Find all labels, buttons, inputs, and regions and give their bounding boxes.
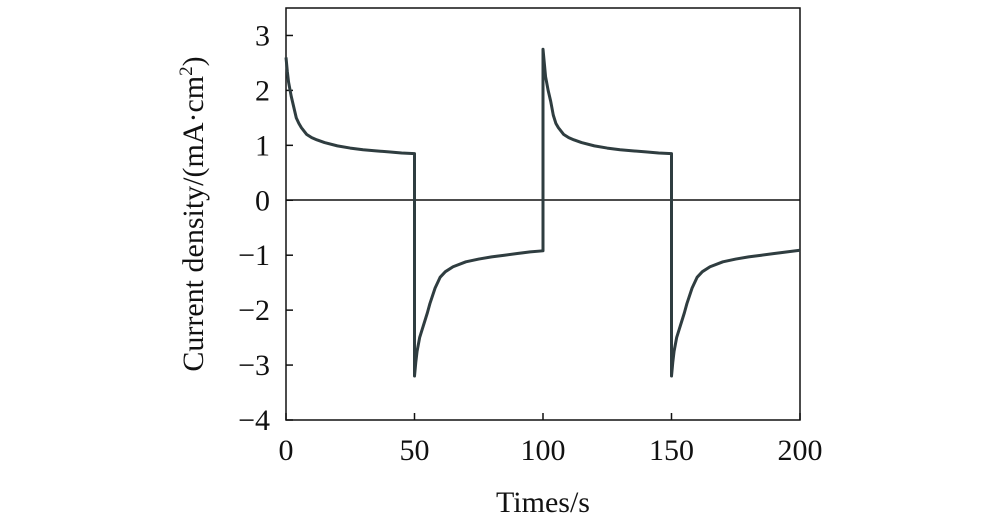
y-tick-label: −1 [238,239,270,272]
series-group [284,47,801,378]
x-tick-label: 200 [778,434,823,467]
y-axis-label: Current density/(mA·cm2) [176,56,210,371]
y-tick-label: −3 [238,349,270,382]
y-tick-label: −4 [238,404,270,437]
y-axis-label-close: ) [177,56,210,66]
y-axis-label-sup: 2 [176,66,197,76]
y-tick-label: 3 [255,19,270,52]
x-tick-label: 100 [521,434,566,467]
y-tick-label: −2 [238,294,270,327]
x-tick-label: 0 [279,434,294,467]
x-axis-label: Times/s [496,486,590,519]
y-ticks: 3 2 1 0 −1 −2 −3 −4 [238,19,293,437]
x-ticks: 0 50 100 150 200 [279,413,823,467]
y-axis-label-main: Current density/(mA·cm [177,76,210,372]
y-tick-label: 0 [255,184,270,217]
y-tick-label: 1 [255,129,270,162]
y-tick-label: 2 [255,74,270,107]
x-tick-label: 50 [400,434,430,467]
x-tick-label: 150 [649,434,694,467]
series-line [284,47,801,378]
